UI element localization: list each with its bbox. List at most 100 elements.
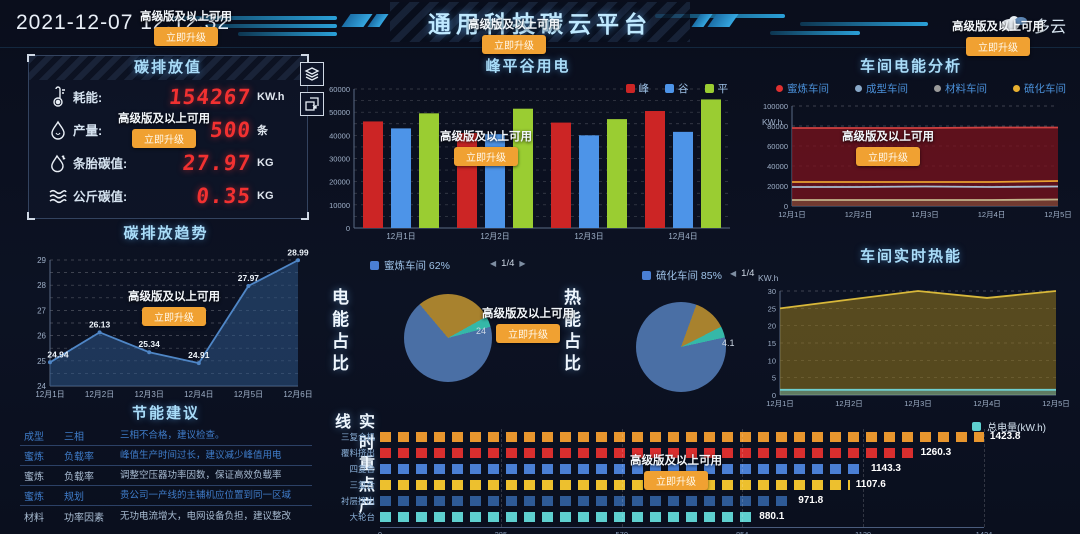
- prod-bar-value: 971.8: [798, 495, 824, 506]
- thermal-ratio-pie[interactable]: [636, 302, 726, 392]
- tip-row: 蜜炼 负载率 调整空压器功率因数，保证高效负载率: [20, 466, 312, 486]
- legend-dot: [934, 85, 941, 92]
- droplet-icon: [43, 120, 73, 140]
- svg-text:24: 24: [37, 382, 46, 391]
- legend-item[interactable]: 蜜炼车间: [776, 81, 829, 96]
- elec-y-unit: KW.h: [762, 117, 783, 127]
- panel-energy-ratio: 电能占比 蜜炼车间 62% ◀ 1/4 ▶ 24 热能占比 硫化车间 85% ◀…: [318, 250, 754, 405]
- svg-text:50000: 50000: [329, 108, 350, 117]
- panel-workshop-heat: 车间实时热能 KW.h 0 5 10 15 20 25 30 12月1日 12月2日 12月3日 1…: [748, 245, 1074, 420]
- svg-text:12月4日: 12月4日: [668, 232, 697, 241]
- prod-bar-rows: 三复合机 1423.8 覆料挤出 1260.3 四复合 1143.3 三复合 1…: [318, 429, 1070, 525]
- legend-item[interactable]: 峰: [625, 81, 649, 96]
- legend-item[interactable]: 硫化车间: [1013, 81, 1066, 96]
- panel-title-heat: 车间实时热能: [859, 248, 962, 265]
- legend-item[interactable]: 平: [704, 81, 728, 96]
- svg-text:12月5日: 12月5日: [234, 390, 263, 399]
- corner-mark: [301, 54, 309, 62]
- upgrade-button[interactable]: 立即升级: [856, 147, 920, 166]
- corner-mark: [301, 212, 309, 220]
- legend-swatch: [665, 84, 674, 93]
- prod-bar: [380, 480, 850, 490]
- prod-gridline: [621, 429, 623, 527]
- prod-line-label: 三复合: [349, 480, 375, 490]
- legend-swatch: [642, 271, 651, 280]
- upgrade-button[interactable]: 立即升级: [132, 129, 196, 148]
- legend-label: 材料车间: [945, 83, 987, 95]
- prod-line-row: 三复合 1107.6: [318, 477, 1070, 493]
- header-streak: [172, 16, 337, 20]
- legend-item[interactable]: 谷: [665, 81, 689, 96]
- prod-x-axis: 0 285 570 854 1139 1424: [378, 527, 992, 534]
- prod-bar-track: 1143.3: [380, 463, 1070, 474]
- tip-category: 规划: [64, 492, 84, 503]
- metric-label: 产量:: [73, 124, 103, 138]
- cloud-icon: [998, 12, 1028, 37]
- carbon-metric-row: 公斤碳值: 0.35 KG: [29, 179, 307, 212]
- panel-carbon-trend: 碳排放趋势 24 25 26 27 28 29 12月1日 12月2日 12月3日 12月4日 12…: [20, 222, 312, 402]
- svg-text:25.34: 25.34: [139, 339, 161, 349]
- prod-gridline: [863, 429, 865, 527]
- prod-legend[interactable]: 总电量(kW.h): [972, 419, 1046, 434]
- legend-label: 成型车间: [866, 83, 908, 95]
- svg-text:27.97: 27.97: [238, 273, 260, 283]
- legend-item[interactable]: 材料车间: [934, 81, 987, 96]
- prod-bar-track: 880.1: [380, 511, 1070, 522]
- upgrade-button[interactable]: 立即升级: [482, 35, 546, 54]
- weather-text: 多云: [1033, 18, 1066, 36]
- pie-elec-callout: 24: [476, 326, 487, 336]
- upgrade-button[interactable]: 立即升级: [454, 147, 518, 166]
- svg-text:12月5日: 12月5日: [1044, 210, 1072, 219]
- legend-swatch: [370, 261, 379, 270]
- prod-bar: [380, 496, 793, 506]
- upgrade-button[interactable]: 立即升级: [644, 471, 708, 490]
- svg-text:30000: 30000: [329, 155, 350, 164]
- tip-area: 成型: [24, 432, 44, 443]
- pager-left-icon[interactable]: ◀: [730, 269, 737, 278]
- tip-advice: 无功电流增大，电网设备负担，建议整改: [120, 510, 292, 522]
- carbon-metric-row: 产量: 500 条: [29, 113, 307, 146]
- panel-peak-flat-valley: 峰平谷用电 峰 谷 平 0 10000 20000 30000 40000 50000 6000…: [318, 55, 738, 250]
- svg-text:12月2日: 12月2日: [835, 399, 863, 408]
- workshop-heat-chart: 0 5 10 15 20 25 30 12月1日 12月2日 12月3日 12月4日 12月5日: [748, 281, 1074, 416]
- metric-value: 0.35: [195, 183, 253, 208]
- svg-text:12月3日: 12月3日: [574, 232, 603, 241]
- pager-right-icon[interactable]: ▶: [519, 259, 526, 268]
- prod-gridline: [742, 429, 744, 527]
- layers-icon[interactable]: [300, 62, 324, 86]
- upgrade-button[interactable]: 立即升级: [154, 27, 218, 46]
- label-production-lines: 实时重点产线: [332, 413, 373, 518]
- svg-text:12月2日: 12月2日: [845, 210, 873, 219]
- svg-text:26: 26: [37, 332, 46, 341]
- svg-text:12月2日: 12月2日: [480, 232, 509, 241]
- waves-icon: [43, 187, 73, 205]
- prod-line-row: 衬层挤出 971.8: [318, 493, 1070, 509]
- tip-area: 蜜炼: [24, 492, 44, 503]
- upgrade-button[interactable]: 立即升级: [142, 307, 206, 326]
- prod-axis-tick: 1424: [976, 530, 993, 534]
- upgrade-button[interactable]: 立即升级: [496, 324, 560, 343]
- metric-label: 耗能:: [73, 91, 103, 105]
- panel-energy-tips: 节能建议 成型 三相 三相不合格，建议检查。 蜜炼 负载率 峰值生产时间过长，建议…: [20, 402, 312, 532]
- pager-left-icon[interactable]: ◀: [490, 259, 497, 268]
- svg-text:12月6日: 12月6日: [283, 390, 312, 399]
- electric-ratio-pie[interactable]: [404, 294, 492, 382]
- prod-line-label: 三复合机: [340, 432, 375, 442]
- tip-category: 三相: [64, 432, 84, 443]
- tip-area: 蜜炼: [24, 472, 44, 483]
- pie-heat-legend-text: 硫化车间 85%: [656, 270, 722, 282]
- svg-text:40000: 40000: [329, 131, 350, 140]
- prod-axis-tick: 285: [495, 530, 508, 534]
- carbon-rows: 耗能: 154267 KW.h 产量: 500 条 条胎碳值: 27.97 KG…: [29, 80, 307, 212]
- metric-unit: KW.h: [257, 90, 285, 103]
- pie-heat-legend[interactable]: 硫化车间 85%: [642, 268, 722, 283]
- restore-icon[interactable]: [300, 92, 324, 116]
- prod-bar: [380, 448, 915, 458]
- svg-text:30: 30: [768, 287, 776, 296]
- label-electric-ratio: 电能占比: [329, 288, 348, 376]
- svg-text:28: 28: [37, 281, 46, 290]
- metric-unit: KG: [257, 189, 274, 202]
- legend-item[interactable]: 成型车间: [855, 81, 908, 96]
- upgrade-button[interactable]: 立即升级: [966, 37, 1030, 56]
- pie-elec-legend[interactable]: 蜜炼车间 62%: [370, 258, 450, 273]
